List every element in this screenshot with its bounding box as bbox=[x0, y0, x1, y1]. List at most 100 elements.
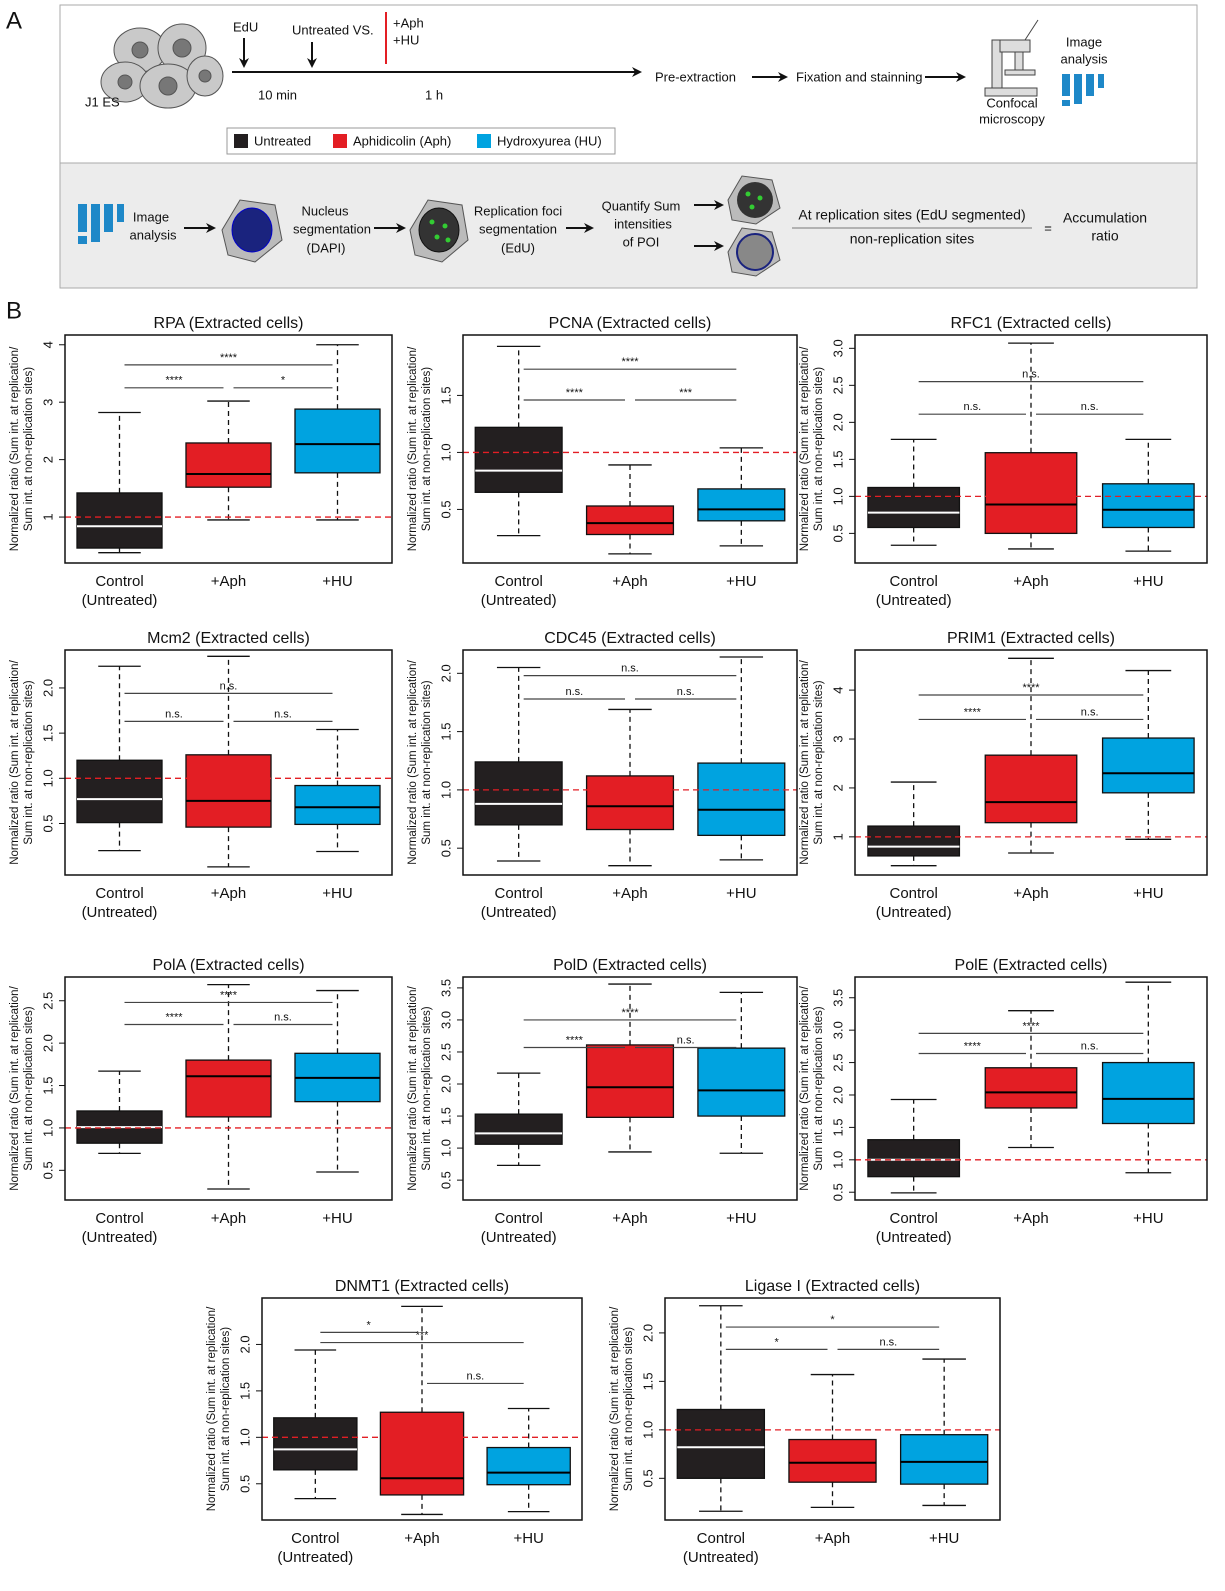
box bbox=[587, 776, 674, 830]
y-tick-label: 0.5 bbox=[438, 1171, 453, 1189]
significance-label: n.s. bbox=[677, 686, 695, 698]
x-tick-label: +Aph bbox=[815, 1530, 850, 1547]
step-label: segmentation bbox=[293, 221, 371, 236]
y-tick-label: 1.0 bbox=[438, 781, 453, 799]
x-tick-label: +HU bbox=[726, 1210, 756, 1227]
y-axis-label: Sum int. at non-replication sites) bbox=[220, 1327, 232, 1491]
y-tick-label: 3.5 bbox=[830, 989, 845, 1007]
figure: A B J1 ES EdU 10 min Untreated VS. +Aph … bbox=[0, 0, 1225, 1591]
y-axis-label: Normalized ratio (Sum int. at replicatio… bbox=[9, 346, 21, 551]
x-tick-label: +Aph bbox=[612, 1210, 647, 1227]
significance-label: n.s. bbox=[621, 663, 639, 675]
y-axis-label: Sum int. at non-replication sites) bbox=[23, 1006, 35, 1170]
step-label: Quantify Sum bbox=[602, 198, 681, 213]
x-tick-label: +Aph bbox=[1013, 885, 1048, 902]
y-tick-label: 2.0 bbox=[438, 1075, 453, 1093]
chart-title: Mcm2 (Extracted cells) bbox=[147, 630, 310, 647]
y-axis-label: Normalized ratio (Sum int. at replicatio… bbox=[407, 346, 419, 551]
chart-title: RFC1 (Extracted cells) bbox=[951, 315, 1112, 332]
box bbox=[475, 762, 562, 825]
x-tick-label: Control bbox=[889, 573, 937, 590]
box bbox=[587, 1045, 674, 1117]
y-axis-label: Sum int. at non-replication sites) bbox=[421, 1006, 433, 1170]
x-tick-label: Control bbox=[494, 885, 542, 902]
time-label: 1 h bbox=[425, 87, 443, 102]
legend-label: Untreated bbox=[254, 133, 311, 148]
significance-label: **** bbox=[621, 356, 639, 368]
fraction-numerator: At replication sites (EdU segmented) bbox=[798, 207, 1025, 223]
y-tick-label: 1.5 bbox=[830, 450, 845, 468]
x-tick-label: Control bbox=[291, 1530, 339, 1547]
significance-label: * bbox=[367, 1319, 372, 1331]
panel-label: B bbox=[6, 297, 22, 324]
significance-label: n.s. bbox=[220, 680, 238, 692]
y-axis-label: Normalized ratio (Sum int. at replicatio… bbox=[9, 659, 21, 864]
box bbox=[1103, 484, 1195, 528]
step-label: Image bbox=[1066, 34, 1102, 49]
box bbox=[587, 506, 674, 535]
x-tick-label: Control bbox=[95, 885, 143, 902]
significance-label: **** bbox=[566, 387, 584, 399]
chart-title: CDC45 (Extracted cells) bbox=[544, 630, 716, 647]
box bbox=[789, 1440, 876, 1483]
y-tick-label: 1 bbox=[830, 833, 845, 840]
x-tick-label: (Untreated) bbox=[683, 1549, 759, 1566]
y-tick-label: 0.5 bbox=[40, 1161, 55, 1179]
box bbox=[985, 453, 1077, 534]
significance-label: n.s. bbox=[1022, 369, 1040, 381]
x-tick-label: +Aph bbox=[404, 1530, 439, 1547]
y-tick-label: 1.0 bbox=[830, 487, 845, 505]
box bbox=[985, 1068, 1077, 1108]
significance-label: *** bbox=[416, 1329, 430, 1341]
y-axis-label: Normalized ratio (Sum int. at replicatio… bbox=[799, 346, 811, 551]
box bbox=[295, 786, 380, 825]
significance-label: n.s. bbox=[677, 1034, 695, 1046]
chart-title: PolE (Extracted cells) bbox=[955, 957, 1108, 974]
y-axis-label: Sum int. at non-replication sites) bbox=[421, 680, 433, 844]
chart-title: PolD (Extracted cells) bbox=[553, 957, 707, 974]
y-tick-label: 1.5 bbox=[830, 1118, 845, 1136]
y-tick-label: 0.5 bbox=[640, 1469, 655, 1487]
x-tick-label: (Untreated) bbox=[876, 904, 952, 921]
significance-label: n.s. bbox=[1081, 706, 1099, 718]
step-label: analysis bbox=[130, 227, 177, 242]
y-tick-label: 0.5 bbox=[237, 1475, 252, 1493]
y-tick-label: 2 bbox=[830, 784, 845, 791]
y-tick-label: 0.5 bbox=[438, 500, 453, 518]
y-axis-label: Sum int. at non-replication sites) bbox=[421, 367, 433, 531]
x-tick-label: (Untreated) bbox=[82, 1229, 158, 1246]
box bbox=[698, 763, 785, 835]
y-tick-label: 1.5 bbox=[40, 1076, 55, 1094]
significance-label: **** bbox=[964, 706, 982, 718]
significance-label: **** bbox=[964, 1040, 982, 1052]
y-tick-label: 2 bbox=[40, 456, 55, 463]
step-label: analysis bbox=[1061, 51, 1108, 66]
step-label: intensities bbox=[614, 216, 672, 231]
step-label: Nucleus bbox=[302, 203, 349, 218]
y-tick-label: 4 bbox=[40, 341, 55, 348]
x-tick-label: +HU bbox=[726, 573, 756, 590]
y-tick-label: 1.0 bbox=[438, 1139, 453, 1157]
step-label: Confocal bbox=[986, 95, 1037, 110]
chart-title: PCNA (Extracted cells) bbox=[549, 315, 712, 332]
significance-label: * bbox=[281, 375, 286, 387]
significance-label: n.s. bbox=[1081, 401, 1099, 413]
y-tick-label: 1.5 bbox=[40, 724, 55, 742]
x-tick-label: +HU bbox=[322, 573, 352, 590]
y-tick-label: 0.5 bbox=[40, 814, 55, 832]
significance-label: **** bbox=[220, 989, 238, 1001]
legend-swatch bbox=[333, 134, 347, 148]
y-tick-label: 2.0 bbox=[40, 1034, 55, 1052]
x-tick-label: (Untreated) bbox=[876, 1229, 952, 1246]
significance-label: n.s. bbox=[963, 401, 981, 413]
y-tick-label: 1.0 bbox=[438, 443, 453, 461]
x-tick-label: (Untreated) bbox=[876, 592, 952, 609]
step-label: Pre-extraction bbox=[655, 69, 736, 84]
y-axis-label: Sum int. at non-replication sites) bbox=[23, 680, 35, 844]
x-tick-label: (Untreated) bbox=[481, 592, 557, 609]
box bbox=[77, 760, 162, 822]
x-tick-label: +HU bbox=[726, 885, 756, 902]
box bbox=[868, 826, 960, 856]
y-tick-label: 2.5 bbox=[830, 1054, 845, 1072]
treatment-label: Untreated VS. bbox=[292, 22, 374, 37]
